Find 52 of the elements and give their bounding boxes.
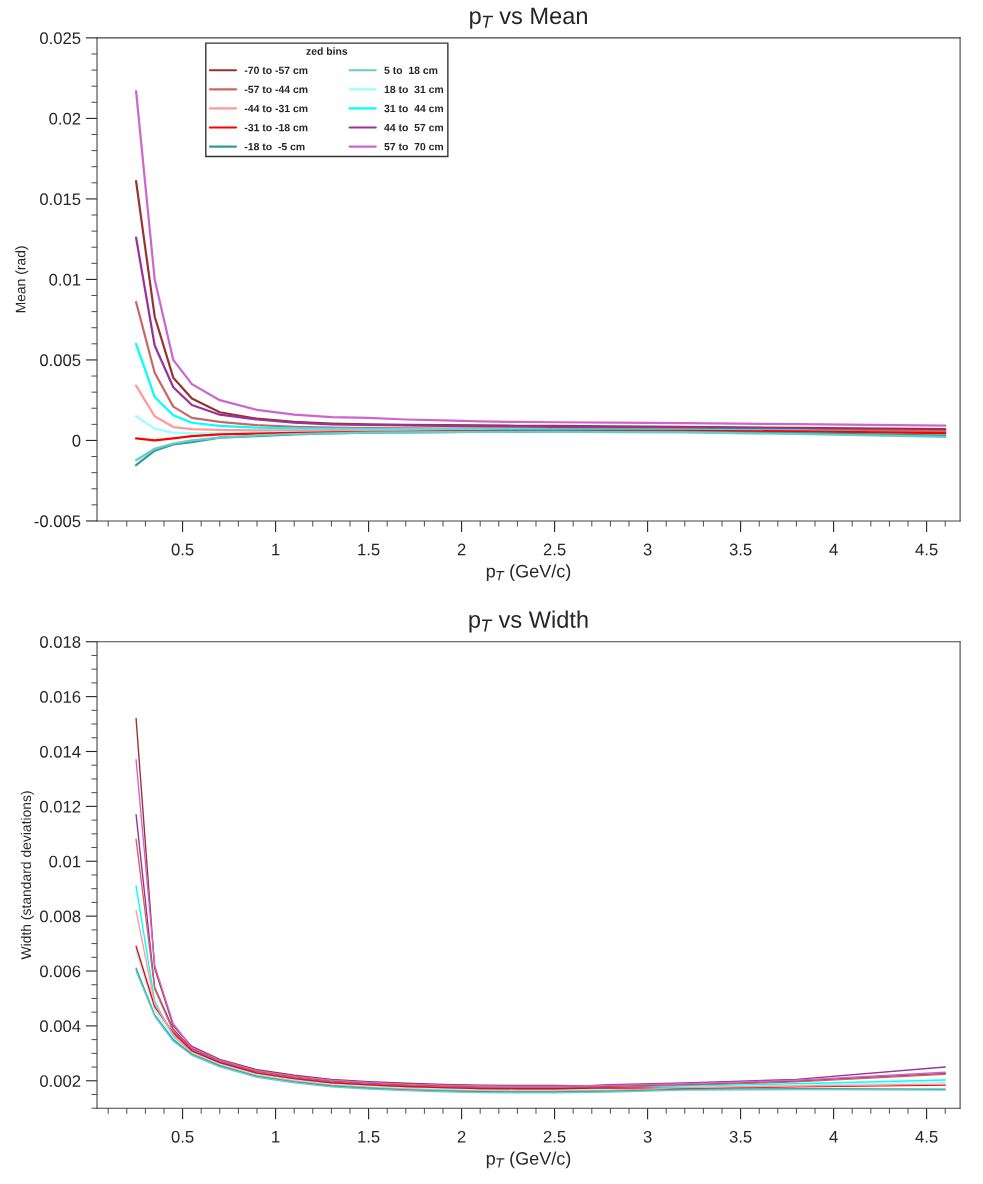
y-tick-label: 0.01: [49, 273, 81, 286]
y-axis-title: Width (standard deviations): [20, 791, 34, 960]
x-tick-label: 4: [829, 1131, 838, 1143]
legend-label: -44 to -31 cm: [244, 104, 308, 113]
x-tick-label: 2: [457, 543, 466, 556]
x-tick-label: 3: [643, 1130, 652, 1143]
y-tick-label: 0.018: [40, 636, 81, 648]
legend-label: 31 to 44 cm: [384, 104, 444, 113]
y-tick-label: 0.025: [40, 32, 81, 45]
legend-label: 44 to 57 cm: [384, 123, 444, 132]
y-tick-label: 0.02: [49, 112, 81, 125]
x-tick-label: 2.5: [543, 1130, 566, 1143]
y-tick-label: 0.004: [40, 1020, 81, 1033]
legend-label: -57 to -44 cm: [244, 85, 308, 94]
chart-title: p$_{T}$ vs Mean: [470, 7, 587, 29]
y-tick-label: 0: [72, 434, 81, 447]
y-tick-label: 0.005: [40, 354, 81, 367]
x-tick-label: 1.5: [358, 543, 380, 556]
legend-title: zed bins: [306, 47, 348, 55]
x-tick-label: 0.5: [171, 1130, 194, 1143]
legend-label: 5 to 18 cm: [384, 66, 438, 74]
y-tick-label: 0.008: [40, 910, 81, 923]
legend-label: 57 to 70 cm: [384, 142, 444, 151]
x-tick-label: 4.5: [915, 1131, 938, 1143]
y-tick-label: 0.002: [40, 1075, 81, 1087]
legend-label: -70 to -57 cm: [244, 66, 308, 74]
y-axis-title: Mean (rad): [15, 246, 29, 313]
x-tick-label: 1: [272, 543, 280, 556]
x-tick-label: 4.5: [915, 543, 938, 556]
y-tick-label: 0.01: [49, 855, 81, 868]
x-tick-label: 2: [457, 1130, 466, 1143]
y-tick-label: 0.015: [40, 193, 81, 206]
y-tick-label: 0.012: [40, 800, 81, 813]
x-tick-label: 1: [272, 1131, 280, 1143]
x-axis-title: p$_{T}$ (GeV/c): [486, 564, 571, 582]
line-series: [134, 180, 947, 431]
legend-label: 18 to 31 cm: [384, 85, 444, 94]
x-axis-title: p$_{T}$ (GeV/c): [486, 1151, 571, 1169]
legend-label: -18 to -5 cm: [244, 142, 305, 151]
y-tick-label: 0.016: [40, 691, 81, 703]
x-tick-label: 2.5: [543, 543, 566, 556]
y-tick-label: 0.014: [40, 745, 81, 758]
legend-label: -31 to -18 cm: [244, 123, 308, 132]
x-tick-label: 4: [829, 543, 838, 556]
x-tick-label: 3.5: [729, 1130, 752, 1143]
x-tick-label: 3.5: [729, 543, 752, 556]
x-tick-label: 0.5: [171, 543, 194, 556]
x-tick-label: 3: [643, 543, 652, 556]
y-tick-label: -0.005: [34, 515, 81, 528]
y-tick-label: 0.006: [40, 965, 81, 978]
chart-title: p$_{T}$ vs Width: [469, 610, 588, 633]
x-tick-label: 1.5: [358, 1131, 380, 1143]
